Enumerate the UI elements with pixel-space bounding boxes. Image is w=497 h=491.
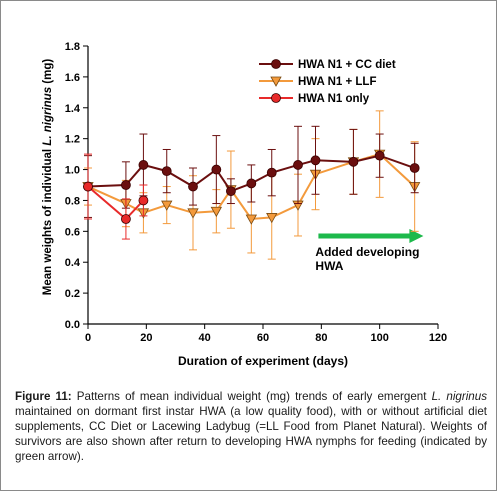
data-point: [210, 206, 223, 218]
y-tick-label: 1.4: [65, 103, 81, 115]
data-point: [161, 166, 172, 177]
data-point: [266, 213, 278, 224]
y-axis-label-prefix: Mean weights of individual: [42, 146, 54, 296]
data-point: [188, 181, 198, 192]
caption-text-2: maintained on dormant first instar HWA (…: [15, 405, 487, 463]
data-point: [310, 155, 321, 166]
legend: HWA N1 + CC diet HWA N1 + LLF HWA N1 only: [259, 59, 396, 105]
data-point: [271, 59, 281, 69]
legend-label: HWA N1 + LLF: [298, 76, 376, 88]
x-tick-label: 20: [140, 332, 152, 344]
y-axis-label-suffix: (mg): [42, 59, 54, 87]
x-axis-label: Duration of experiment (days): [178, 354, 348, 368]
y-axis-label: Mean weights of individual L. nigrinus (…: [42, 59, 54, 296]
y-tick-label: 1.8: [65, 41, 80, 53]
y-tick-label: 1.0: [65, 165, 80, 177]
data-point: [161, 200, 173, 211]
data-point: [187, 208, 199, 219]
legend-label: HWA N1 only: [298, 93, 370, 105]
y-tick-label: 0.8: [65, 195, 80, 207]
data-point: [121, 214, 131, 224]
annotation-text-line2: HWA: [315, 259, 343, 273]
y-tick-label: 0.0: [65, 319, 80, 331]
annotation-arrow-head: [409, 228, 424, 243]
series-2: [83, 153, 149, 240]
x-tick-label: 100: [370, 332, 388, 344]
x-tick-label: 80: [315, 332, 327, 344]
data-point: [374, 150, 385, 161]
figure-caption: Figure 11: Patterns of mean individual w…: [15, 389, 487, 464]
caption-label: Figure 11:: [15, 390, 72, 403]
data-point: [270, 76, 282, 87]
x-tick-label: 40: [199, 332, 211, 344]
data-point: [409, 163, 420, 173]
data-point: [348, 156, 359, 167]
legend-label: HWA N1 + CC diet: [298, 59, 396, 71]
y-axis-label-species: L. nigrinus: [42, 87, 54, 146]
data-point: [266, 167, 277, 178]
annotation-text-line1: Added developing: [315, 245, 419, 259]
y-tick-label: 1.6: [65, 72, 80, 84]
caption-species: L. nigrinus: [431, 390, 487, 403]
data-point: [245, 214, 258, 225]
data-point: [226, 186, 236, 197]
chart: 0.0 0.2 0.4 0.6 0.8 1.0 1.2 1.4 1.6 1.8 0 20 40 60 80 1…: [42, 41, 447, 368]
data-point: [293, 160, 303, 170]
data-point: [271, 93, 281, 103]
caption-text-1: Patterns of mean individual weight (mg) …: [71, 390, 432, 403]
y-tick-label: 0.6: [65, 226, 80, 238]
data-point: [138, 160, 149, 170]
y-tick-label: 0.4: [65, 257, 81, 269]
data-point: [121, 180, 131, 190]
y-tick-label: 0.2: [65, 288, 80, 300]
data-point: [211, 164, 222, 175]
x-tick-label: 60: [257, 332, 269, 344]
data-point: [138, 195, 149, 206]
series-line: [87, 185, 145, 221]
y-tick-label: 1.2: [65, 134, 80, 146]
x-tick-label: 120: [429, 332, 447, 344]
x-tick-label: 0: [85, 332, 91, 344]
data-point: [83, 181, 93, 192]
data-point: [246, 178, 257, 189]
